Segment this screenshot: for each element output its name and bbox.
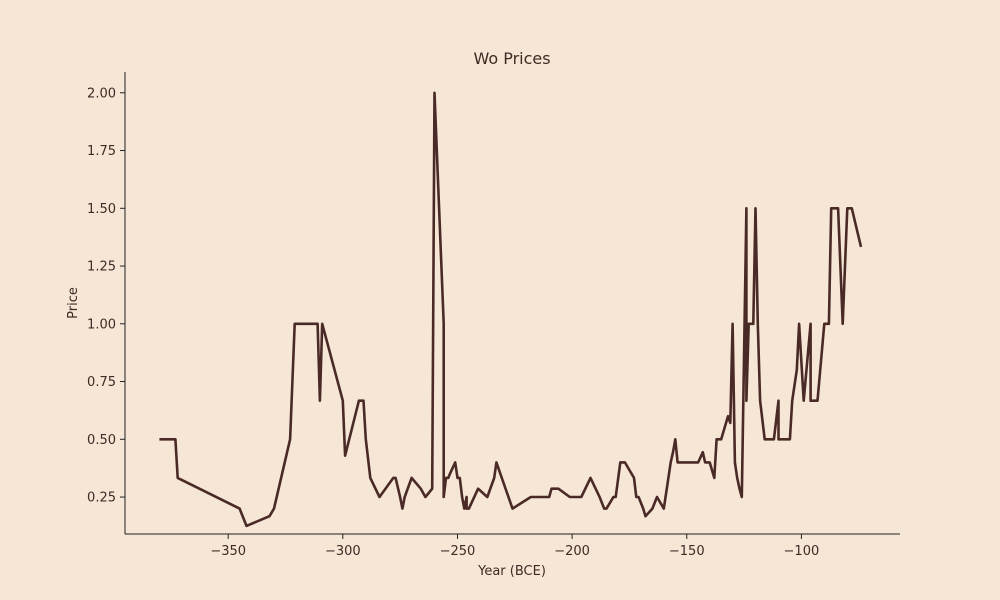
x-tick-label: −300 (325, 544, 361, 559)
y-tick-label: 1.25 (87, 260, 116, 275)
y-axis-title: Price (66, 287, 81, 319)
y-tick-label: 0.50 (87, 433, 116, 448)
x-tick-label: −200 (554, 544, 590, 559)
x-tick-label: −250 (440, 544, 476, 559)
y-tick-label: 1.50 (87, 202, 116, 217)
y-tick-label: 1.75 (87, 144, 116, 159)
y-axis-ticks: 0.25 0.50 0.75 1.00 1.25 1.50 1.75 2.00 (87, 86, 125, 506)
chart-title: Wo Prices (473, 49, 550, 68)
x-axis-ticks: −350 −300 −250 −200 −150 −100 (210, 534, 819, 559)
y-tick-label: 0.25 (87, 491, 116, 506)
x-tick-label: −150 (669, 544, 705, 559)
y-tick-label: 2.00 (87, 86, 116, 101)
y-tick-label: 0.75 (87, 375, 116, 390)
x-tick-label: −350 (210, 544, 246, 559)
x-tick-label: −100 (784, 544, 820, 559)
y-tick-label: 1.00 (87, 317, 116, 332)
x-axis-title: Year (BCE) (477, 564, 546, 579)
price-series-line (159, 91, 863, 528)
